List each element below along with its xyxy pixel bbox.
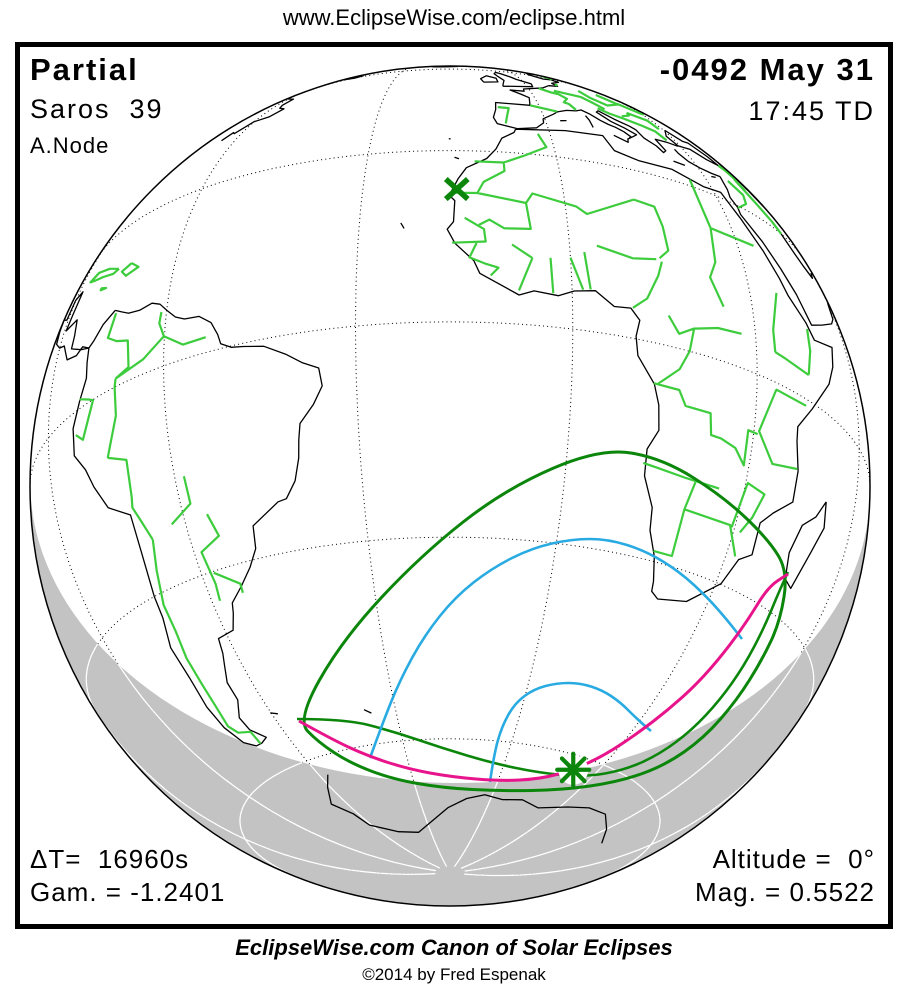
penumbra-inner-curve [296, 571, 790, 778]
eclipse-date: -0492 May 31 [659, 52, 875, 87]
gamma-value: Gam. = -1.2401 [30, 877, 226, 907]
node-label: A.Node [30, 133, 110, 158]
globe-limb [29, 65, 871, 907]
subsolar-x-marker [443, 177, 470, 202]
rise-set-curve-inner [488, 681, 652, 783]
max-eclipse-sunset-curve [298, 572, 789, 782]
night-region [30, 483, 870, 906]
eclipse-type-label: Partial [30, 52, 139, 87]
magnitude-value: Mag. = 0.5522 [695, 877, 875, 907]
penumbra-limit-curve [302, 450, 787, 793]
coastlines [55, 66, 834, 844]
delta-t-value: ΔT= 16960s [30, 844, 190, 874]
footer-copyright: ©2014 by Fred Espenak [362, 965, 546, 984]
graticule-dotted [30, 67, 870, 882]
header-url: www.EclipseWise.com/eclipse.html [282, 5, 626, 30]
footer-title: EclipseWise.com Canon of Solar Eclipses [235, 935, 673, 960]
globe-content [30, 66, 870, 906]
country-borders [75, 75, 812, 745]
eclipse-time: 17:45 TD [748, 96, 875, 126]
saros-label: Saros 39 [30, 94, 164, 124]
rise-set-curve-outer [368, 537, 744, 759]
altitude-value: Altitude = 0° [712, 844, 875, 874]
greatest-eclipse-star-marker [555, 751, 592, 788]
map-frame [15, 42, 893, 929]
